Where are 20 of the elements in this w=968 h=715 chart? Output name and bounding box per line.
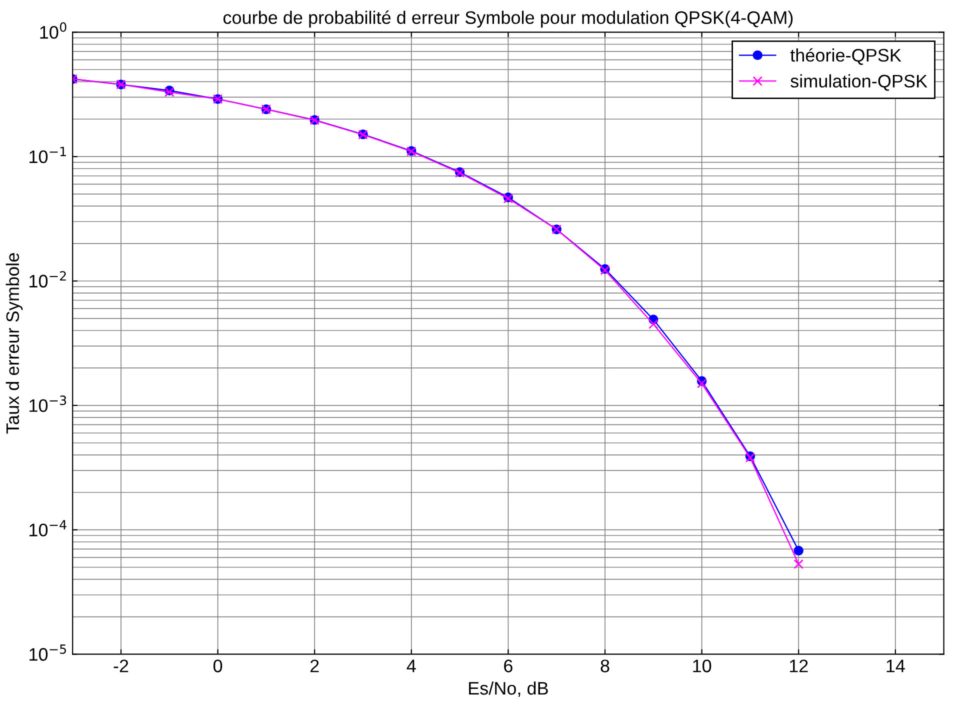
legend-label: simulation-QPSK	[790, 74, 928, 91]
x-tick-label: 12	[790, 660, 808, 672]
x-tick-label: 4	[406, 660, 416, 672]
x-tick-label: 0	[213, 660, 222, 672]
y-tick-label: 10$^{0}$	[40, 22, 66, 39]
x-axis-title: Es/No, dB	[469, 681, 548, 697]
y-tick-label: 10$^{−3}$	[30, 396, 66, 412]
x-tick-label: 2	[310, 660, 319, 672]
y-tick-label: 10$^{−2}$	[30, 271, 66, 288]
y-tick-label: 10$^{−5}$	[30, 644, 66, 661]
x-tick-label: 8	[600, 660, 610, 672]
legend-label: théorie-QPSK	[790, 48, 902, 65]
chart-title: courbe de probabilité d erreur Symbole pour modulation QPSK(4-QAM)	[223, 10, 793, 28]
x-tick-label: -2	[114, 660, 128, 672]
x-tick-label: 10	[693, 660, 712, 672]
y-tick-label: 10$^{−4}$	[30, 520, 66, 536]
y-tick-label: 10$^{−1}$	[30, 146, 66, 164]
y-axis-title: Taux d erreur Symbole	[6, 253, 23, 434]
x-tick-label: 6	[504, 660, 512, 672]
x-tick-label: 14	[886, 660, 905, 672]
